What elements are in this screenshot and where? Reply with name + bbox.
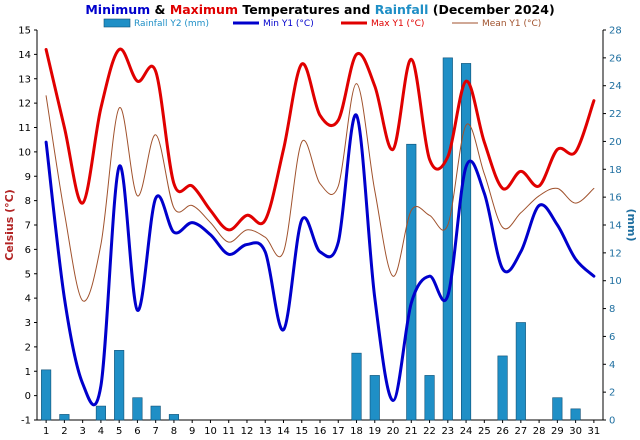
- x-tick-label: 20: [387, 426, 400, 437]
- y2-tick-label: 18: [609, 165, 622, 176]
- rainfall-bar: [552, 397, 563, 421]
- mean-series-line: [45, 83, 595, 302]
- y-tick-label: 1: [25, 367, 31, 378]
- y2-axis-title: (mm): [625, 209, 638, 242]
- y-tick-label: 0: [25, 391, 31, 402]
- max-series-line: [44, 47, 596, 232]
- rainfall-bar: [59, 414, 70, 421]
- x-tick-label: 26: [496, 426, 509, 437]
- x-tick-label: 12: [241, 426, 254, 437]
- y-tick-label: -1: [21, 416, 31, 427]
- x-tick-label: 8: [171, 426, 177, 437]
- x-tick-label: 5: [116, 426, 122, 437]
- x-tick-label: 10: [204, 426, 217, 437]
- x-tick-label: 9: [189, 426, 195, 437]
- rainfall-bar: [114, 350, 125, 421]
- x-tick-label: 3: [79, 426, 85, 437]
- y2-tick-label: 10: [609, 276, 622, 287]
- rainfall-bar: [351, 352, 362, 421]
- x-tick-label: 30: [569, 426, 582, 437]
- y-tick-label: 6: [25, 245, 31, 256]
- y-tick-label: 10: [18, 147, 31, 158]
- x-tick-label: 2: [61, 426, 67, 437]
- rainfall-bar: [570, 408, 581, 421]
- y2-tick-label: 26: [609, 53, 622, 64]
- legend-mean-label: Mean Y1 (°C): [482, 19, 541, 29]
- x-tick-label: 1: [43, 426, 49, 437]
- x-tick-label: 22: [423, 426, 436, 437]
- y2-tick-label: 16: [609, 193, 622, 204]
- rainfall-bar: [41, 369, 52, 421]
- legend-max-label: Max Y1 (°C): [371, 19, 424, 29]
- x-tick-label: 14: [277, 426, 290, 437]
- y-tick-label: 13: [18, 74, 31, 85]
- y-tick-label: 14: [18, 50, 31, 61]
- x-tick-label: 31: [588, 426, 601, 437]
- x-tick-label: 25: [478, 426, 491, 437]
- rainfall-bar: [168, 414, 179, 421]
- x-tick-label: 27: [514, 426, 527, 437]
- legend-rainfall-label: Rainfall Y2 (mm): [134, 19, 209, 29]
- chart-title: Minimum & Maximum Temperatures and Rainf…: [0, 2, 640, 17]
- rainfall-bar: [369, 375, 380, 421]
- x-tick-label: 15: [295, 426, 308, 437]
- x-tick-label: 11: [222, 426, 235, 437]
- rainfall-bar: [406, 143, 417, 421]
- title-maximum: Maximum: [169, 2, 238, 17]
- y-axis-title: Celsius (°C): [3, 189, 16, 260]
- title-date: (December 2024): [428, 2, 555, 17]
- min-series-line: [44, 113, 596, 407]
- y2-tick-label: 12: [609, 248, 622, 259]
- title-middle: Temperatures and: [237, 2, 375, 17]
- y-tick-label: 12: [18, 99, 31, 110]
- title-minimum: Minimum: [85, 2, 151, 17]
- rainfall-bar: [150, 405, 161, 421]
- y-tick-label: 9: [25, 172, 31, 183]
- y2-tick-label: 4: [609, 360, 615, 371]
- x-tick-label: 19: [368, 426, 381, 437]
- y-tick-label: 11: [18, 123, 31, 134]
- rainfall-bar: [461, 63, 472, 421]
- y2-tick-label: 8: [609, 304, 615, 315]
- rainfall-bar: [132, 397, 143, 421]
- y-tick-label: 3: [25, 318, 31, 329]
- x-tick-label: 13: [259, 426, 272, 437]
- y-tick-label: 5: [25, 269, 31, 280]
- x-tick-label: 29: [551, 426, 564, 437]
- y2-tick-label: 14: [609, 221, 622, 232]
- y2-tick-label: 22: [609, 109, 622, 120]
- rainfall-bar: [497, 355, 508, 421]
- x-tick-label: 7: [152, 426, 158, 437]
- x-tick-label: 6: [134, 426, 140, 437]
- rainfall-bar: [442, 57, 453, 421]
- legend-rainfall-swatch: [103, 18, 131, 28]
- x-tick-label: 16: [314, 426, 327, 437]
- rainfall-bar: [424, 375, 435, 421]
- y2-tick-label: 6: [609, 332, 615, 343]
- y2-tick-label: 2: [609, 388, 615, 399]
- y-tick-label: 8: [25, 196, 31, 207]
- y2-tick-label: 24: [609, 81, 622, 92]
- x-tick-label: 23: [441, 426, 454, 437]
- y-tick-label: 7: [25, 221, 31, 232]
- x-tick-label: 28: [533, 426, 546, 437]
- x-tick-label: 21: [405, 426, 418, 437]
- y-tick-label: 2: [25, 342, 31, 353]
- title-amp: &: [150, 2, 170, 17]
- x-tick-label: 18: [350, 426, 363, 437]
- title-rainfall: Rainfall: [374, 2, 429, 17]
- y2-tick-label: 20: [609, 137, 622, 148]
- y-tick-label: 15: [18, 26, 31, 37]
- x-tick-label: 4: [98, 426, 104, 437]
- rainfall-bar: [515, 322, 526, 421]
- rainfall-bar: [95, 405, 106, 421]
- y2-tick-label: 28: [609, 26, 622, 37]
- x-tick-label: 24: [460, 426, 473, 437]
- x-tick-label: 17: [332, 426, 345, 437]
- y-tick-label: 4: [25, 294, 31, 305]
- legend-min-label: Min Y1 (°C): [263, 19, 314, 29]
- y2-tick-label: 0: [609, 416, 615, 427]
